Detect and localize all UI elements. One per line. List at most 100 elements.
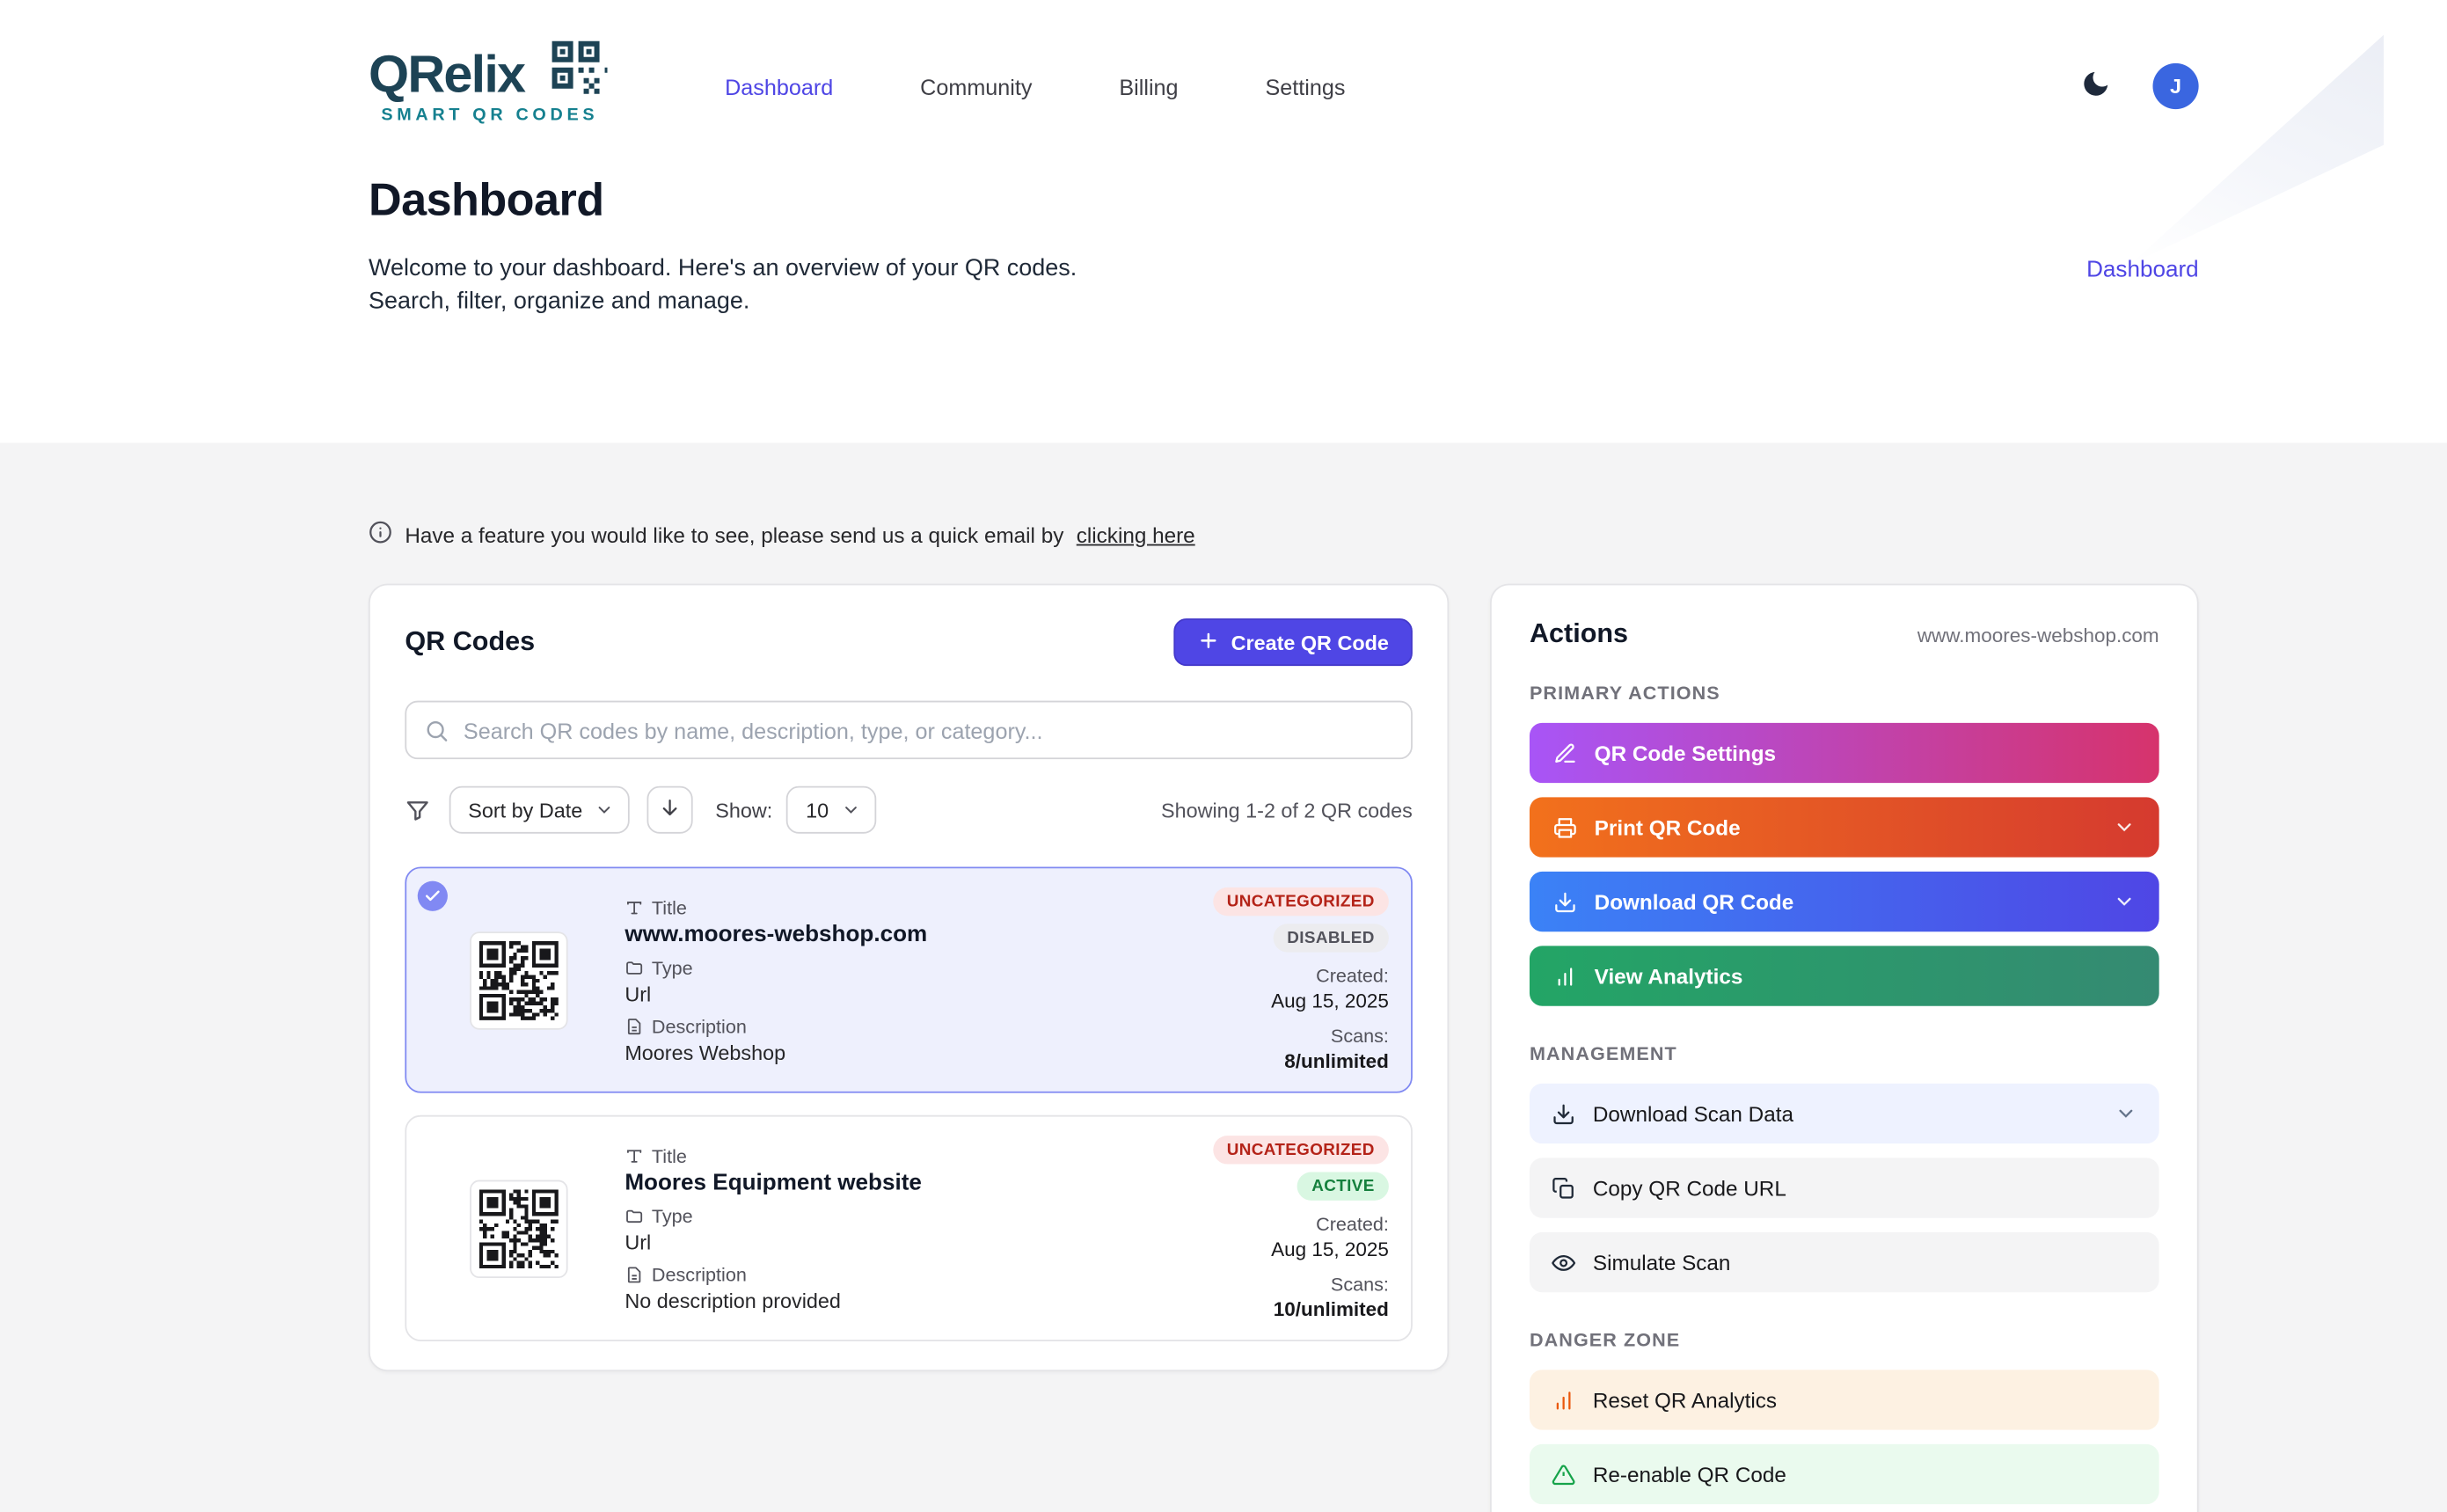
header: QRelix SMART QR CODES Dashboard Communit… (369, 40, 2199, 126)
search-input[interactable] (405, 700, 1413, 760)
info-icon (369, 521, 392, 549)
user-avatar[interactable]: J (2152, 62, 2199, 110)
nav-item-billing[interactable]: Billing (1119, 73, 1179, 99)
description-field-label: Description (625, 1263, 1129, 1287)
feature-notice: Have a feature you would like to see, pl… (369, 521, 2199, 549)
subtitle-line-1: Welcome to your dashboard. Here's an ove… (369, 254, 1077, 282)
item-checkbox-checked[interactable] (417, 880, 448, 911)
qr-logo-icon (544, 33, 608, 97)
item-title: www.moores-webshop.com (625, 921, 928, 947)
download-qr-code-label: Download QR Code (1594, 889, 1794, 914)
download-qr-code-button[interactable]: Download QR Code (1529, 871, 2159, 932)
brand-tagline: SMART QR CODES (381, 106, 599, 126)
download-scan-data-label: Download Scan Data (1592, 1101, 1793, 1126)
top-section: QRelix SMART QR CODES Dashboard Communit… (0, 0, 2447, 443)
simulate-scan-button[interactable]: Simulate Scan (1529, 1231, 2159, 1293)
chevron-down-icon (595, 800, 615, 820)
folder-icon (626, 1209, 643, 1223)
qr-code-list-item[interactable]: Title Moores Equipment website Type Url … (405, 1114, 1413, 1341)
search-wrap (405, 700, 1413, 760)
main-section: Have a feature you would like to see, pl… (0, 443, 2447, 1512)
qr-code-settings-button[interactable]: QR Code Settings (1529, 722, 2159, 784)
management-label: MANAGEMENT (1529, 1042, 1677, 1065)
main-nav: Dashboard Community Billing Settings (725, 74, 1345, 99)
sort-select[interactable]: Sort by Date (449, 785, 631, 834)
warning-triangle-icon (1552, 1463, 1575, 1486)
header-right: J (2074, 62, 2199, 110)
search-icon (424, 718, 449, 751)
arrow-down-icon (659, 796, 683, 824)
reset-qr-analytics-button[interactable]: Reset QR Analytics (1529, 1370, 2159, 1430)
sort-select-value: Sort by Date (468, 798, 583, 822)
created-value: Aug 15, 2025 (1271, 1238, 1389, 1261)
qr-code-settings-label: QR Code Settings (1594, 741, 1777, 765)
view-analytics-label: View Analytics (1594, 964, 1743, 989)
title-field-label: Title (625, 896, 1129, 920)
qr-codes-title: QR Codes (405, 626, 536, 657)
breadcrumb-dashboard-link[interactable]: Dashboard (2086, 258, 2199, 283)
bar-chart-icon (1552, 1388, 1575, 1412)
scans-value: 10/unlimited (1273, 1298, 1389, 1321)
primary-actions-label: PRIMARY ACTIONS (1529, 682, 1720, 705)
plus-icon (1198, 629, 1220, 656)
scans-label: Scans: (1330, 1025, 1389, 1048)
scans-label: Scans: (1330, 1273, 1389, 1296)
download-icon (1553, 890, 1577, 914)
download-scan-data-button[interactable]: Download Scan Data (1529, 1083, 2159, 1144)
qr-code-image (470, 931, 568, 1029)
brand-logo[interactable]: QRelix SMART QR CODES (369, 40, 608, 126)
type-field-label: Type (625, 1204, 1129, 1228)
page-size-value: 10 (806, 798, 829, 822)
item-fields: Title www.moores-webshop.com Type Url De… (625, 896, 1129, 1064)
copy-qr-code-url-button[interactable]: Copy QR Code URL (1529, 1158, 2159, 1218)
qr-codes-panel: QR Codes Create QR Code (369, 583, 1450, 1372)
sort-direction-button[interactable] (646, 785, 694, 834)
bar-chart-icon (1553, 964, 1577, 988)
show-label: Show: (715, 798, 773, 822)
item-type: Url (625, 981, 652, 1005)
nav-item-dashboard[interactable]: Dashboard (725, 73, 834, 99)
download-icon (1552, 1102, 1575, 1126)
created-label: Created: (1316, 1213, 1389, 1236)
brand-name: QRelix (369, 44, 526, 103)
item-meta: UNCATEGORIZED DISABLED Created: Aug 15, … (1187, 887, 1389, 1072)
scans-value: 8/unlimited (1284, 1050, 1389, 1073)
feature-notice-link[interactable]: clicking here (1076, 522, 1195, 547)
item-fields: Title Moores Equipment website Type Url … (625, 1144, 1129, 1312)
print-qr-code-label: Print QR Code (1594, 815, 1741, 839)
document-icon (627, 1267, 641, 1283)
dark-mode-toggle[interactable] (2074, 64, 2118, 108)
document-icon (627, 1019, 641, 1035)
qr-code-list-item[interactable]: Title www.moores-webshop.com Type Url De… (405, 866, 1413, 1093)
feature-notice-text: Have a feature you would like to see, pl… (405, 522, 1064, 547)
nav-item-settings[interactable]: Settings (1265, 73, 1346, 99)
type-tool-icon (627, 902, 642, 915)
actions-panel: Actions www.moores-webshop.com PRIMARY A… (1489, 583, 2199, 1512)
re-enable-qr-code-button[interactable]: Re-enable QR Code (1529, 1443, 2159, 1505)
description-field-label: Description (625, 1015, 1129, 1039)
type-field-label: Type (625, 956, 1129, 980)
page-size-select[interactable]: 10 (786, 785, 877, 834)
item-description: No description provided (625, 1288, 841, 1312)
printer-icon (1553, 815, 1577, 839)
moon-icon (2080, 68, 2112, 104)
created-value: Aug 15, 2025 (1271, 990, 1389, 1012)
view-analytics-button[interactable]: View Analytics (1529, 946, 2159, 1006)
print-qr-code-button[interactable]: Print QR Code (1529, 797, 2159, 858)
chevron-down-icon (2114, 816, 2136, 838)
title-field-label: Title (625, 1144, 1129, 1168)
qr-code-image (470, 1179, 568, 1278)
nav-item-community[interactable]: Community (920, 73, 1033, 99)
hero: Dashboard Welcome to your dashboard. Her… (369, 176, 2199, 318)
create-qr-code-button[interactable]: Create QR Code (1173, 618, 1413, 667)
chevron-down-icon (841, 800, 860, 820)
subtitle-line-2: Search, filter, organize and manage. (369, 288, 750, 315)
item-meta: UNCATEGORIZED ACTIVE Created: Aug 15, 20… (1187, 1136, 1389, 1321)
copy-qr-code-url-label: Copy QR Code URL (1592, 1176, 1786, 1201)
actions-title: Actions (1529, 618, 1629, 649)
filter-icon (405, 797, 430, 822)
category-badge: UNCATEGORIZED (1212, 1136, 1389, 1165)
pencil-icon (1553, 741, 1577, 765)
item-description: Moores Webshop (625, 1040, 786, 1064)
